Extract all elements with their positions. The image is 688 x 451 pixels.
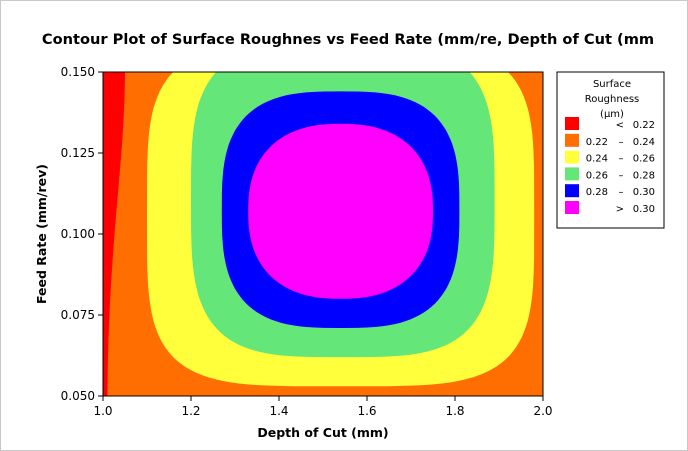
chart-title: Contour Plot of Surface Roughnes vs Feed… — [41, 31, 655, 48]
x-axis-label: Depth of Cut (mm) — [257, 425, 388, 440]
y-tick-label: 0.100 — [61, 227, 95, 241]
x-tick-label: 1.2 — [181, 404, 200, 418]
legend-sep: – — [619, 154, 624, 165]
legend-swatch — [565, 117, 579, 130]
legend-title-line: Surface — [593, 79, 631, 90]
legend-low: < — [616, 120, 624, 131]
x-tick-label: 1.8 — [445, 404, 464, 418]
legend-swatch — [565, 133, 579, 147]
y-tick-label: 0.150 — [61, 65, 95, 79]
legend-high: 0.30 — [633, 187, 655, 198]
legend-high: 0.30 — [633, 204, 655, 215]
legend-high: 0.26 — [633, 154, 655, 165]
legend-high: 0.24 — [633, 137, 655, 148]
x-tick-label: 1.6 — [357, 404, 376, 418]
legend-swatch — [565, 167, 579, 181]
legend-title-line: (µm) — [600, 109, 624, 120]
legend-high: 0.22 — [633, 120, 655, 131]
x-tick-label: 2.0 — [533, 404, 552, 418]
legend-low: 0.26 — [586, 170, 608, 181]
y-tick-label: 0.075 — [61, 308, 95, 322]
legend-sep: – — [619, 170, 624, 181]
x-tick-label: 1.0 — [93, 404, 112, 418]
y-axis-label: Feed Rate (mm/rev) — [34, 164, 49, 304]
y-tick-label: 0.125 — [61, 146, 95, 160]
y-axis: 0.050 0.075 0.100 0.125 0.150 — [61, 65, 103, 403]
legend-high: 0.28 — [633, 170, 655, 181]
legend-title-line: Roughness — [585, 94, 640, 105]
legend-low: 0.24 — [586, 154, 608, 165]
legend-low: 0.22 — [586, 137, 608, 148]
legend-swatch — [565, 184, 579, 198]
legend-low: 0.28 — [586, 187, 608, 198]
y-tick-label: 0.050 — [61, 389, 95, 403]
contour-band-5 — [248, 123, 433, 299]
plot-area — [103, 72, 543, 396]
legend-low: > — [616, 204, 624, 215]
x-tick-label: 1.4 — [269, 404, 288, 418]
legend-sep: – — [619, 137, 624, 148]
legend-swatch — [565, 201, 579, 214]
legend-swatch — [565, 150, 579, 164]
x-axis: 1.0 1.2 1.4 1.6 1.8 2.0 — [93, 396, 553, 418]
legend-sep: – — [619, 187, 624, 198]
